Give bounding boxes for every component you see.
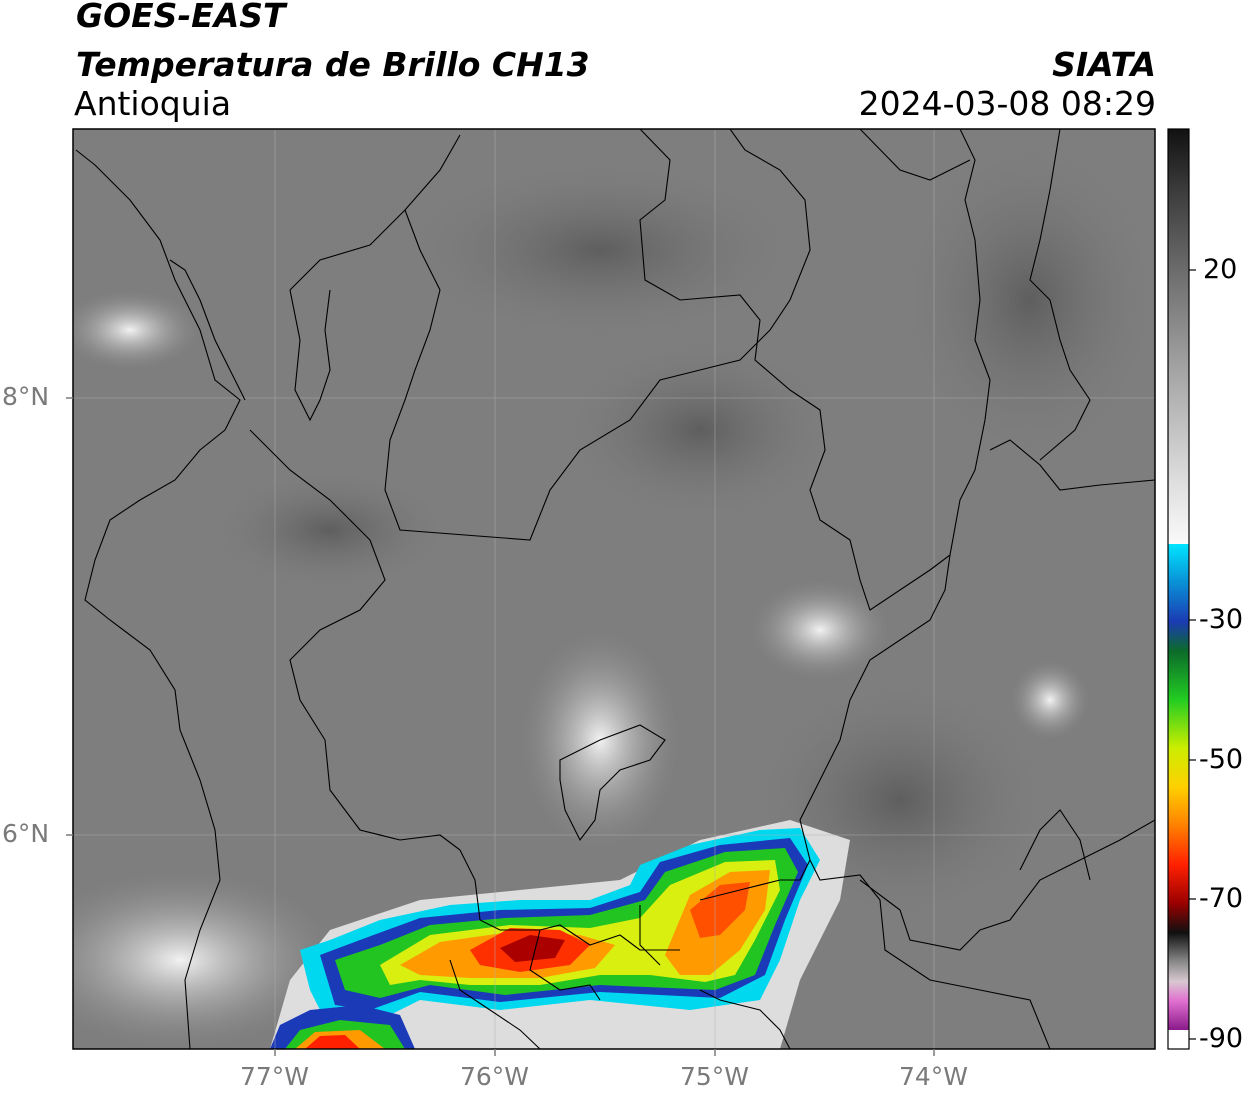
region-label: Antioquia [74,84,232,123]
map-frame [72,128,1156,1050]
satellite-title: GOES-EAST [76,0,286,35]
colorbar-tick-minus30: -30 [1199,604,1244,635]
datetime-label: 2024-03-08 08:29 [858,84,1156,123]
graticule [73,129,1155,1049]
boundaries [75,129,1155,1049]
colorbar-tick-20: 20 [1203,254,1238,285]
colorbar [1167,128,1196,1050]
satellite-imagery [73,129,1155,1049]
lon-label-76w: 76°W [460,1062,530,1091]
colorbar-tick-minus50: -50 [1199,744,1244,775]
lon-label-77w: 77°W [240,1062,310,1091]
storm-cells [270,828,820,1049]
agency-label: SIATA [1052,45,1156,84]
lat-label-6n: 6°N [2,819,50,848]
lon-label-75w: 75°W [680,1062,750,1091]
lat-label-8n: 8°N [2,382,50,411]
colorbar-tick-minus70: -70 [1199,883,1244,914]
product-title: Temperatura de Brillo CH13 [76,45,590,84]
lon-label-74w: 74°W [899,1062,969,1091]
colorbar-tick-minus90: -90 [1199,1023,1244,1054]
